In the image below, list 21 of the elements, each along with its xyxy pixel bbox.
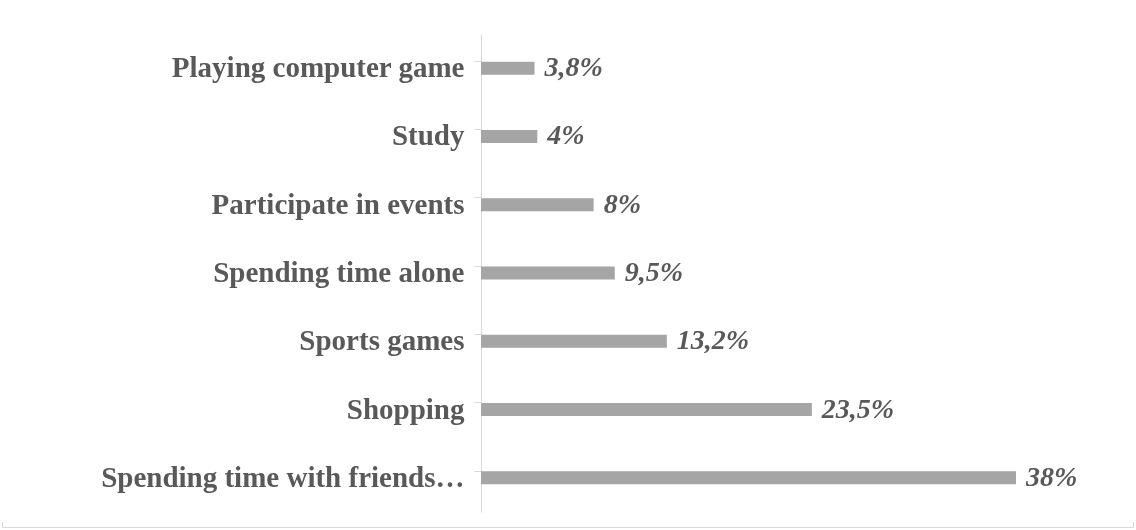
bar — [481, 61, 535, 75]
bar — [481, 403, 812, 417]
data-label: 8% — [603, 187, 641, 219]
y-tick-label: Study — [391, 119, 465, 152]
y-tick-label: Sports games — [299, 324, 465, 357]
data-label: 38% — [1025, 460, 1078, 492]
bar — [481, 129, 538, 143]
y-tick-label: Shopping — [346, 392, 465, 425]
y-tick-label: Playing computer game — [171, 51, 465, 84]
bar — [481, 266, 615, 280]
bar — [481, 471, 1016, 485]
y-tick-label: Spending time alone — [213, 256, 465, 288]
data-label: 13,2% — [676, 324, 750, 356]
y-tick-label: Spending time with friends… — [101, 460, 465, 493]
data-label: 3,8% — [543, 51, 603, 83]
data-label: 23,5% — [820, 392, 895, 424]
bar — [481, 198, 594, 212]
y-tick-label: Participate in events — [211, 187, 465, 220]
bar — [481, 334, 667, 348]
data-label: 4% — [546, 119, 585, 151]
data-label: 9,5% — [624, 256, 684, 287]
